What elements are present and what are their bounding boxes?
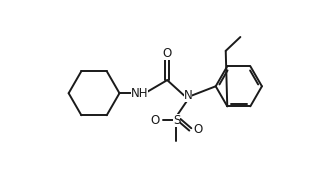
- Text: O: O: [193, 123, 203, 136]
- Text: O: O: [150, 114, 160, 127]
- Text: O: O: [163, 47, 172, 60]
- Text: N: N: [184, 89, 192, 102]
- Text: S: S: [173, 114, 180, 127]
- Text: NH: NH: [131, 87, 148, 100]
